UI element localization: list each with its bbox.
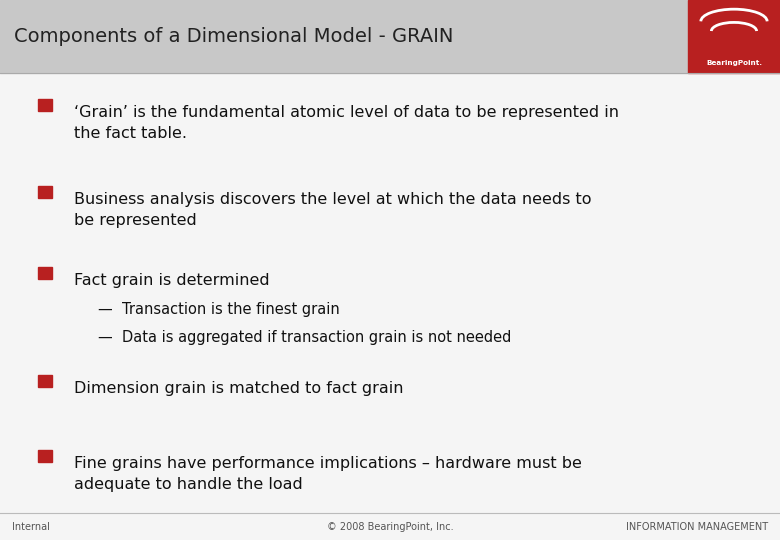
Bar — [38, 375, 52, 387]
Bar — [38, 186, 52, 198]
Text: Components of a Dimensional Model - GRAIN: Components of a Dimensional Model - GRAI… — [14, 27, 453, 46]
Text: © 2008 BearingPoint, Inc.: © 2008 BearingPoint, Inc. — [327, 522, 453, 531]
Text: Dimension grain is matched to fact grain: Dimension grain is matched to fact grain — [74, 381, 403, 396]
Text: Fact grain is determined: Fact grain is determined — [74, 273, 270, 288]
Bar — [38, 99, 52, 111]
Text: BearingPoint.: BearingPoint. — [706, 60, 762, 66]
Text: Business analysis discovers the level at which the data needs to
be represented: Business analysis discovers the level at… — [74, 192, 591, 228]
Text: Internal: Internal — [12, 522, 50, 531]
Bar — [688, 0, 780, 73]
Text: ‘Grain’ is the fundamental atomic level of data to be represented in
the fact ta: ‘Grain’ is the fundamental atomic level … — [74, 105, 619, 141]
Text: Fine grains have performance implications – hardware must be
adequate to handle : Fine grains have performance implication… — [74, 456, 582, 492]
Text: INFORMATION MANAGEMENT: INFORMATION MANAGEMENT — [626, 522, 768, 531]
Bar — [38, 450, 52, 462]
Bar — [38, 267, 52, 279]
Bar — [0, 0, 688, 73]
Text: —  Data is aggregated if transaction grain is not needed: — Data is aggregated if transaction grai… — [98, 330, 511, 346]
Text: —  Transaction is the finest grain: — Transaction is the finest grain — [98, 302, 339, 318]
